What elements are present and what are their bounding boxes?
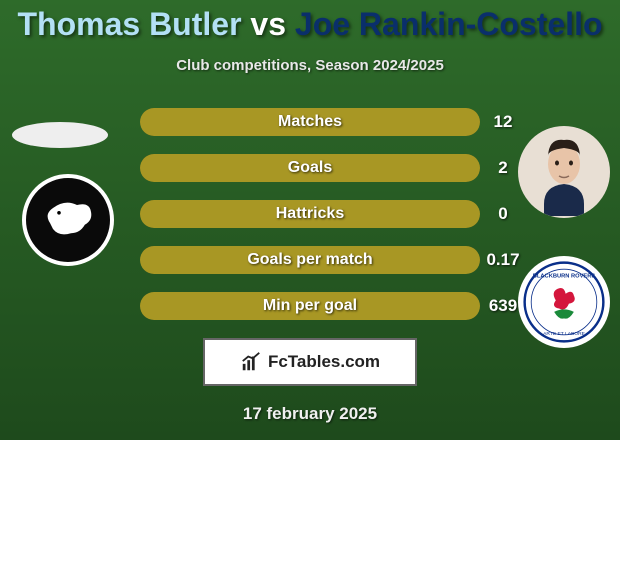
subtitle: Club competitions, Season 2024/2025 — [0, 57, 620, 74]
player1-name: Thomas Butler — [17, 6, 241, 42]
stat-bar-right — [147, 108, 480, 136]
svg-text:ARTE ET LABORE: ARTE ET LABORE — [543, 331, 586, 337]
stat-bar-left — [140, 246, 147, 274]
vs-label: vs — [250, 6, 286, 42]
stat-bar: Min per goal — [140, 292, 480, 320]
stat-bar: Goals per match — [140, 246, 480, 274]
stat-bar: Matches — [140, 108, 480, 136]
stat-bar-right — [147, 246, 480, 274]
stat-bar: Hattricks — [140, 200, 480, 228]
stat-bar-right — [147, 200, 480, 228]
player2-name: Joe Rankin-Costello — [295, 6, 603, 42]
face-icon — [529, 128, 599, 216]
player1-club-badge — [22, 174, 114, 266]
stat-bar-right — [147, 154, 480, 182]
player1-avatar — [12, 122, 108, 148]
stat-bar-right — [147, 292, 480, 320]
player2-club-badge: BLACKBURN ROVERS ARTE ET LABORE — [518, 256, 610, 348]
stat-bar-left — [140, 108, 147, 136]
stat-value-right: 0 — [480, 204, 526, 224]
comparison-card: Thomas Butler vs Joe Rankin-Costello Clu… — [0, 0, 620, 440]
stat-value-right: 12 — [480, 112, 526, 132]
stat-value-right: 0.17 — [480, 250, 526, 270]
player2-avatar — [518, 126, 610, 218]
brand-badge: FcTables.com — [203, 338, 417, 386]
blackburn-icon: BLACKBURN ROVERS ARTE ET LABORE — [523, 261, 605, 343]
date-label: 17 february 2025 — [0, 404, 620, 424]
brand-text: FcTables.com — [268, 352, 380, 372]
chart-icon — [240, 351, 262, 373]
stat-bar: Goals — [140, 154, 480, 182]
page-title: Thomas Butler vs Joe Rankin-Costello — [0, 0, 620, 43]
swansea-icon — [38, 190, 98, 250]
svg-text:BLACKBURN ROVERS: BLACKBURN ROVERS — [533, 273, 596, 279]
stat-bar-left — [140, 200, 147, 228]
stat-bar-left — [140, 154, 147, 182]
stat-bar-left — [140, 292, 147, 320]
